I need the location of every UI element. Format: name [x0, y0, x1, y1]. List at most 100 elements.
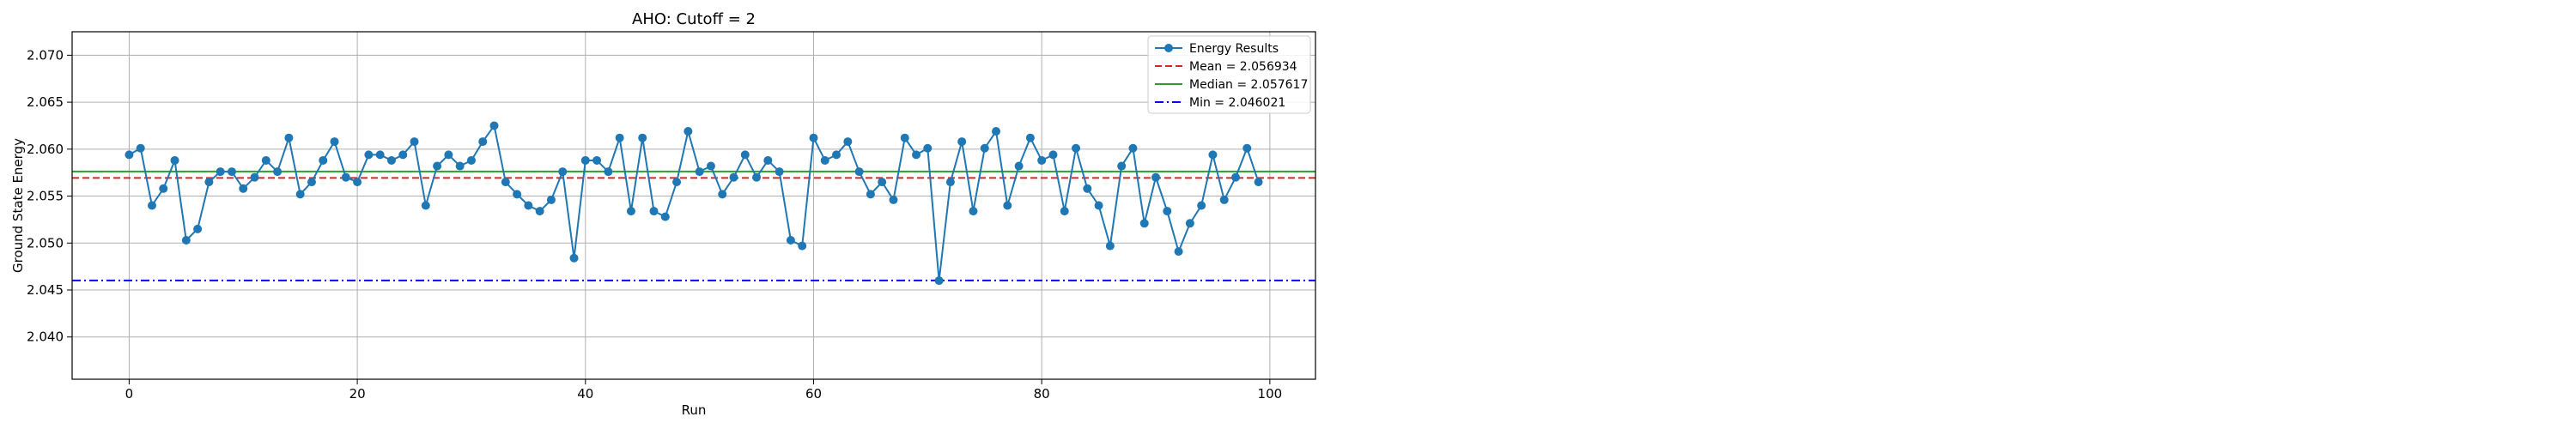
data-point [170, 155, 179, 165]
data-point [466, 155, 476, 165]
x-tick-label: 20 [349, 386, 366, 402]
data-point [1128, 143, 1138, 153]
data-point [775, 167, 784, 177]
data-point [1151, 172, 1161, 182]
data-point [364, 150, 374, 160]
data-point [683, 127, 693, 136]
data-point [740, 150, 750, 160]
legend-box [1147, 35, 1311, 114]
data-point [181, 236, 191, 245]
data-point [695, 167, 704, 177]
y-tick-label: 2.055 [27, 189, 64, 204]
data-point [638, 133, 647, 142]
data-point [889, 195, 898, 204]
data-point [444, 150, 453, 160]
data-point [273, 167, 283, 177]
x-axis-ticks: 0 20 40 60 80 100 [125, 379, 1282, 402]
y-tick-label: 2.040 [27, 329, 64, 345]
y-axis-title: Ground State Energy [10, 138, 26, 273]
x-tick-label: 40 [577, 386, 593, 402]
data-point [969, 207, 978, 216]
data-point [820, 155, 829, 165]
data-point [809, 133, 818, 142]
data-point [125, 150, 134, 160]
data-point [660, 212, 670, 221]
data-point [763, 155, 773, 165]
data-point [604, 167, 613, 177]
data-point [878, 178, 887, 187]
data-point [489, 121, 499, 130]
data-point [1037, 155, 1047, 165]
data-point [1219, 195, 1229, 204]
data-point [615, 133, 624, 142]
data-point [433, 161, 442, 171]
data-point [410, 137, 419, 147]
data-point [1242, 143, 1252, 153]
data-point [513, 190, 522, 199]
data-point [729, 172, 738, 182]
legend: Energy Results Mean = 2.056934 Median = 2.… [1147, 35, 1311, 114]
data-point [798, 241, 807, 251]
data-point [580, 155, 590, 165]
data-point [980, 143, 989, 153]
data-point [204, 178, 214, 187]
data-point [1072, 143, 1081, 153]
data-point [421, 201, 430, 210]
data-point [569, 253, 579, 263]
data-point [558, 167, 568, 177]
data-point [923, 143, 933, 153]
data-point [239, 184, 248, 193]
data-point [592, 155, 602, 165]
legend-label: Mean = 2.056934 [1189, 60, 1297, 74]
data-point [1197, 201, 1206, 210]
data-point [216, 167, 225, 177]
x-tick-label: 80 [1034, 386, 1050, 402]
y-tick-label: 2.060 [27, 142, 64, 157]
data-point [524, 201, 533, 210]
data-point [330, 137, 339, 147]
data-point [375, 150, 385, 160]
data-point [284, 133, 294, 142]
x-tick-label: 0 [125, 386, 134, 402]
data-point [945, 178, 955, 187]
data-point [626, 207, 635, 216]
data-point [843, 137, 853, 147]
data-point [752, 172, 762, 182]
data-point [900, 133, 909, 142]
data-point [786, 236, 795, 245]
data-point [1231, 172, 1241, 182]
data-point [319, 155, 328, 165]
legend-label: Min = 2.046021 [1189, 96, 1285, 110]
data-point [1208, 150, 1218, 160]
data-point [1094, 201, 1103, 210]
data-point [854, 167, 864, 177]
data-point [1060, 207, 1069, 216]
data-point [992, 127, 1001, 136]
data-point [912, 150, 921, 160]
data-point [1014, 161, 1024, 171]
data-point [1254, 178, 1263, 187]
y-axis-ticks: 2.040 2.045 2.050 2.055 2.060 2.065 2.070 [27, 47, 72, 345]
data-point [353, 178, 362, 187]
data-point [957, 137, 967, 147]
data-point [250, 172, 259, 182]
data-point [1083, 184, 1092, 193]
data-point [1105, 241, 1115, 251]
series-line [128, 124, 1260, 281]
legend-label: Median = 2.057617 [1189, 78, 1308, 92]
data-point [1163, 207, 1172, 216]
data-point [1003, 201, 1012, 210]
data-point [455, 161, 465, 171]
y-tick-label: 2.050 [27, 235, 64, 251]
data-point [1048, 150, 1058, 160]
x-tick-label: 60 [805, 386, 822, 402]
data-point [136, 143, 145, 153]
legend-label: Energy Results [1189, 42, 1279, 56]
data-point [546, 195, 556, 204]
data-point [718, 190, 727, 199]
data-point [295, 190, 305, 199]
data-point [832, 150, 841, 160]
data-point [535, 207, 544, 216]
y-tick-label: 2.065 [27, 94, 64, 110]
